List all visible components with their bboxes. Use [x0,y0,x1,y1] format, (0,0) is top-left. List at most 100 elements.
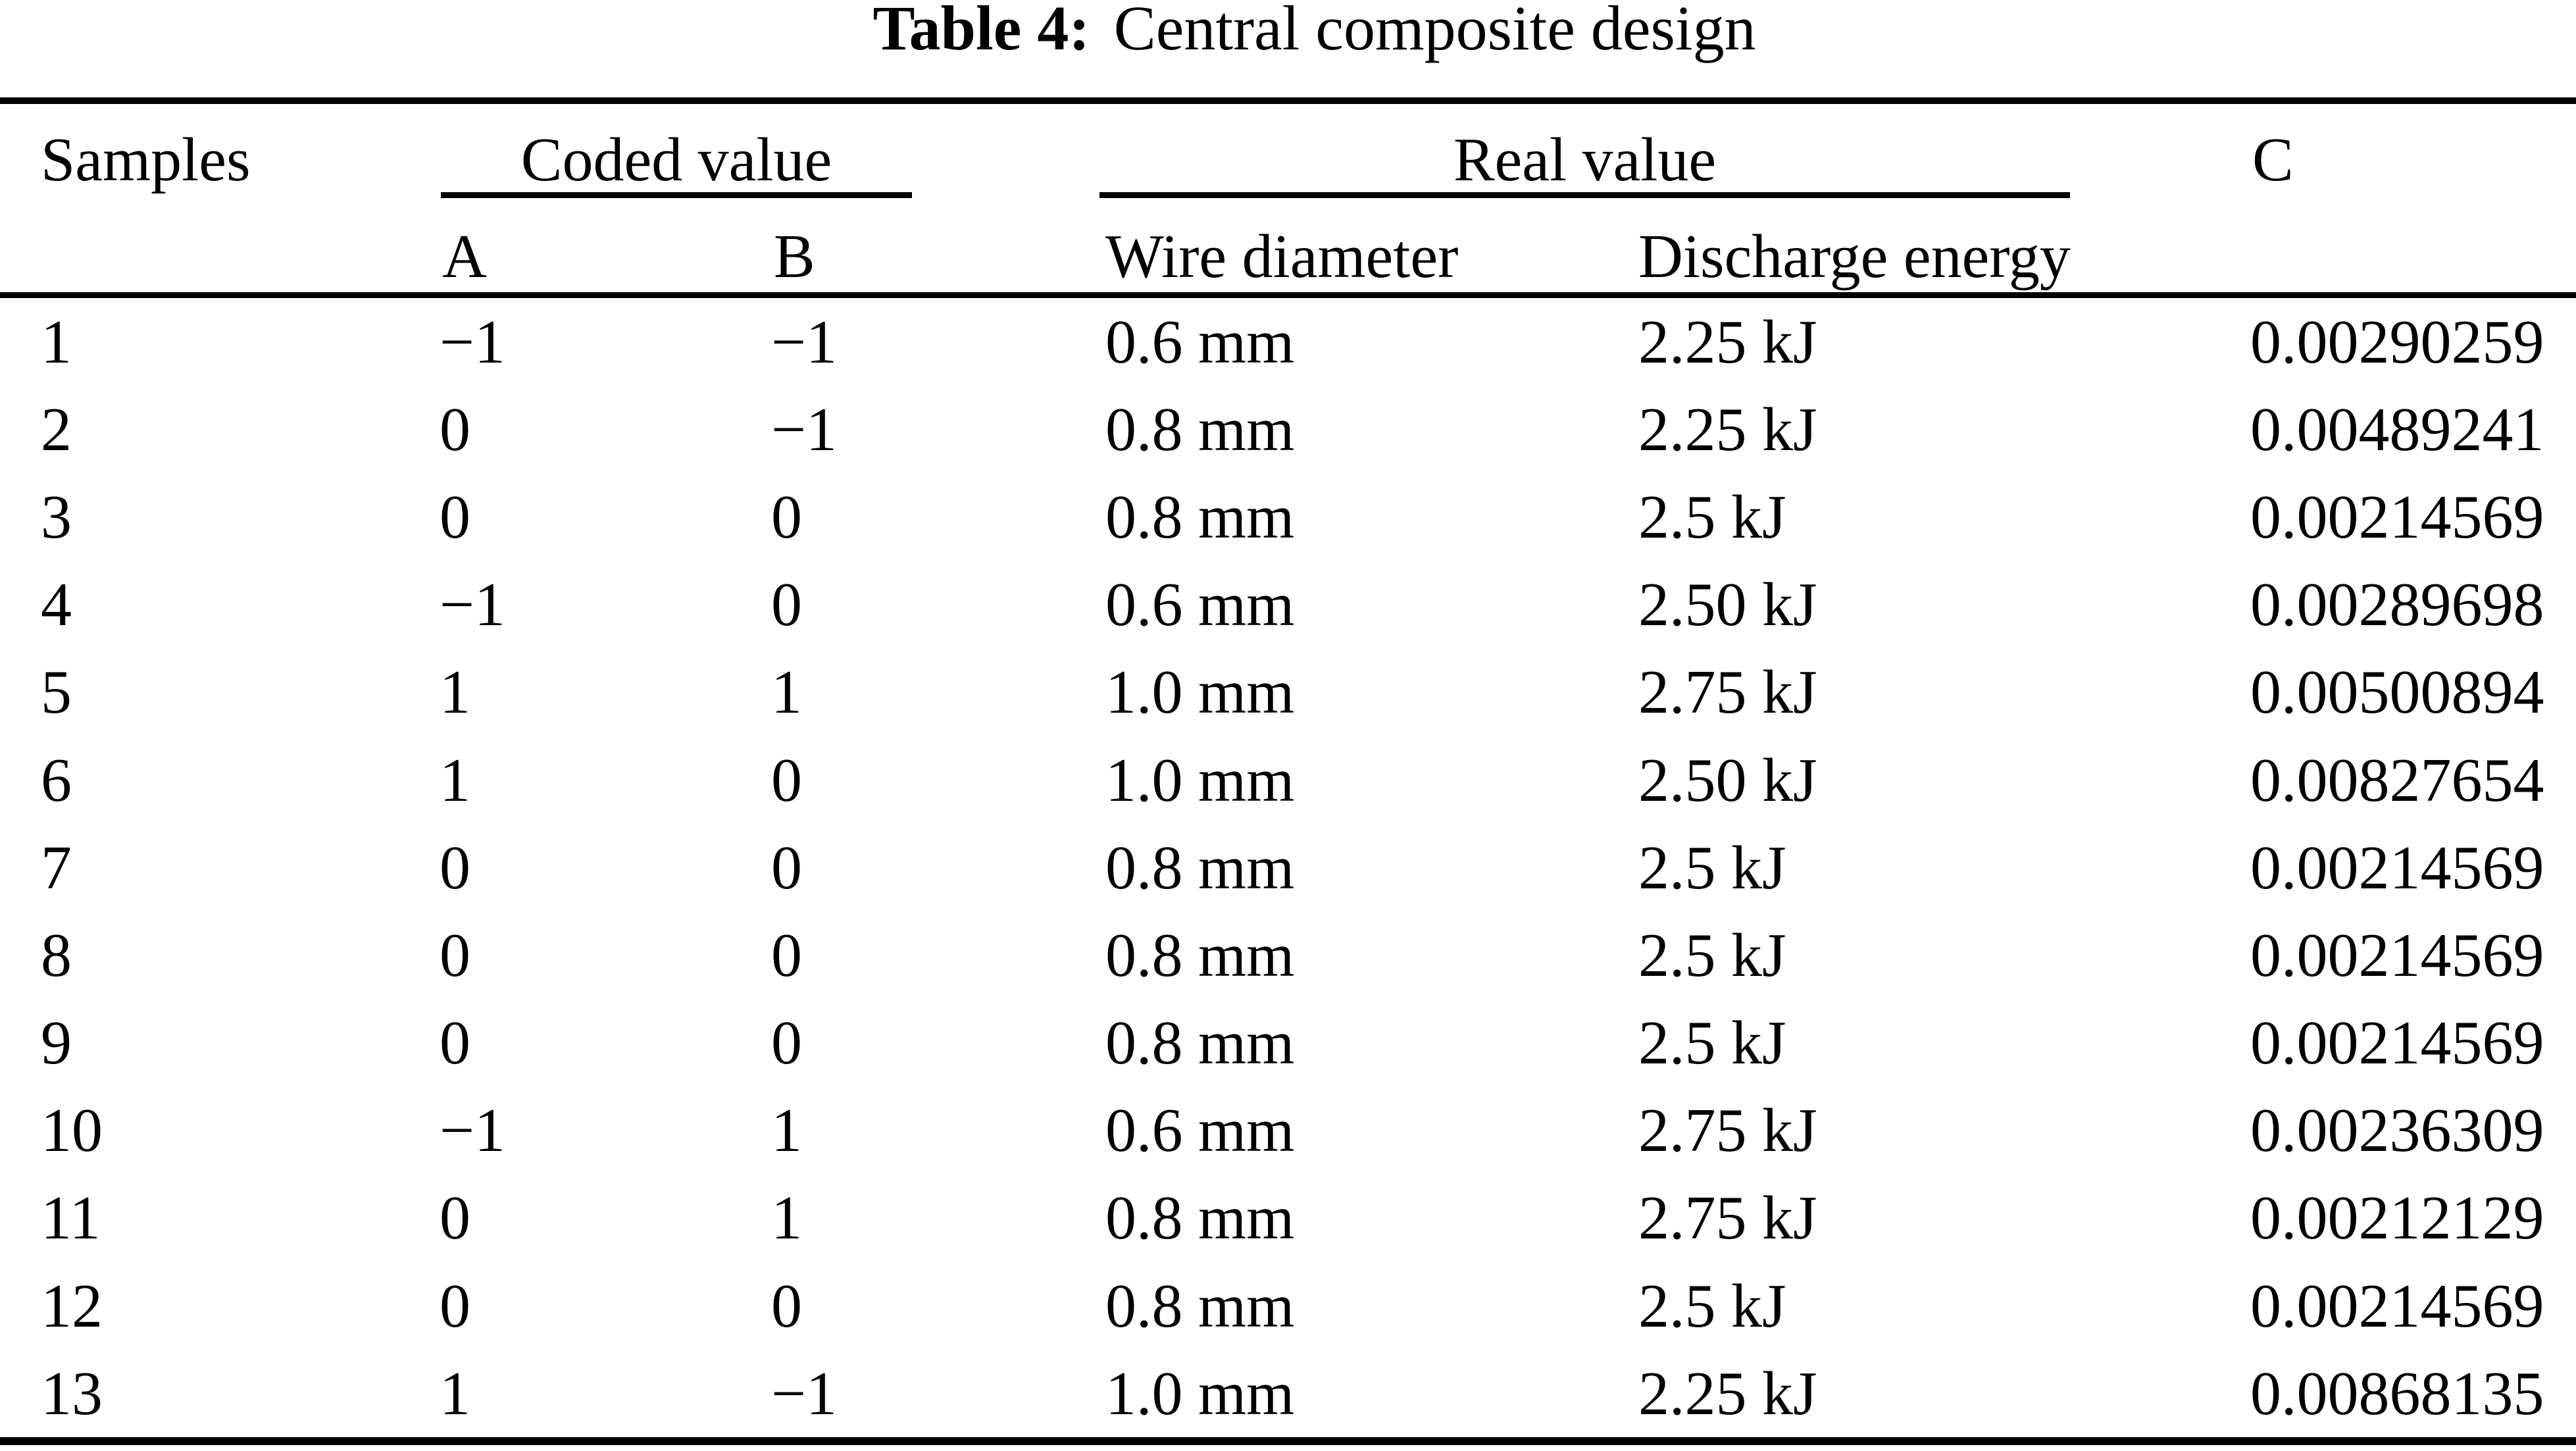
cell-coded-b: −1 [771,1359,838,1428]
table-row: 4 −1 0 0.6 mm 2.50 kJ 0.00289698 [0,561,2576,649]
cell-coded-a: −1 [440,307,506,376]
cell-sample: 1 [41,307,72,376]
cell-discharge-energy: 2.50 kJ [1638,746,1817,815]
cell-sample: 10 [41,1096,103,1165]
cell-coded-a: −1 [440,571,506,640]
cell-discharge-energy: 2.50 kJ [1638,571,1817,640]
cell-c-value: 0.00214569 [2250,482,2544,551]
cell-c-value: 0.00500894 [2250,658,2544,727]
cell-c-value: 0.00214569 [2250,833,2544,902]
header-c: C [2252,126,2294,194]
cell-sample: 2 [41,395,72,464]
cell-coded-b: 1 [771,1184,802,1253]
cell-wire-diameter: 0.6 mm [1105,1096,1295,1165]
cell-discharge-energy: 2.5 kJ [1638,833,1786,902]
cell-coded-a: −1 [440,1096,506,1165]
header-a: A [442,222,487,291]
table-row: 10 −1 1 0.6 mm 2.75 kJ 0.00236309 [0,1087,2576,1175]
cell-wire-diameter: 1.0 mm [1105,1359,1295,1428]
cell-discharge-energy: 2.5 kJ [1638,1271,1786,1340]
header-wire-diameter: Wire diameter [1105,222,1459,291]
rule-top [0,97,2576,104]
header-samples: Samples [41,126,251,194]
cell-wire-diameter: 0.6 mm [1105,307,1295,376]
header-real-value-group: Real value [1453,126,1717,194]
cell-sample: 9 [41,1009,72,1078]
cell-coded-b: 0 [771,1271,802,1340]
cell-coded-a: 0 [440,1184,470,1253]
cell-coded-a: 0 [440,1009,470,1078]
cell-coded-b: 0 [771,571,802,640]
header-discharge-energy: Discharge energy [1638,222,2071,291]
cell-coded-b: 0 [771,746,802,815]
cell-coded-b: −1 [771,307,838,376]
cell-coded-b: 1 [771,658,802,727]
cell-coded-a: 0 [440,395,470,464]
cell-wire-diameter: 1.0 mm [1105,658,1295,727]
cell-coded-b: 0 [771,1009,802,1078]
cell-wire-diameter: 0.8 mm [1105,1009,1295,1078]
cell-c-value: 0.00214569 [2250,1009,2544,1078]
header-coded-value-group: Coded value [520,126,832,194]
cell-coded-b: −1 [771,395,838,464]
cell-sample: 4 [41,571,72,640]
cell-coded-b: 0 [771,482,802,551]
cell-coded-a: 1 [440,1359,470,1428]
table-body: 1 −1 −1 0.6 mm 2.25 kJ 0.00290259 2 0 −1… [0,298,2576,1437]
cell-c-value: 0.00489241 [2250,395,2544,464]
cell-wire-diameter: 0.8 mm [1105,833,1295,902]
cell-sample: 5 [41,658,72,727]
table-row: 2 0 −1 0.8 mm 2.25 kJ 0.00489241 [0,386,2576,473]
cell-sample: 6 [41,746,72,815]
table-row: 5 1 1 1.0 mm 2.75 kJ 0.00500894 [0,649,2576,736]
cell-coded-a: 0 [440,921,470,990]
cell-c-value: 0.00290259 [2250,307,2544,376]
rule-under-real-value [1099,192,2070,198]
cell-c-value: 0.00214569 [2250,1271,2544,1340]
table-caption: Table 4: Central composite design [26,0,2576,60]
cell-discharge-energy: 2.75 kJ [1638,658,1817,727]
cell-sample: 8 [41,921,72,990]
cell-coded-a: 0 [440,482,470,551]
cell-c-value: 0.00236309 [2250,1096,2544,1165]
cell-discharge-energy: 2.5 kJ [1638,482,1786,551]
cell-coded-a: 1 [440,746,470,815]
cell-discharge-energy: 2.25 kJ [1638,395,1817,464]
table-row: 12 0 0 0.8 mm 2.5 kJ 0.00214569 [0,1262,2576,1350]
table-row: 8 0 0 0.8 mm 2.5 kJ 0.00214569 [0,911,2576,999]
cell-wire-diameter: 0.8 mm [1105,1271,1295,1340]
cell-discharge-energy: 2.25 kJ [1638,1359,1817,1428]
cell-coded-b: 0 [771,921,802,990]
cell-sample: 11 [41,1184,101,1253]
table-row: 1 −1 −1 0.6 mm 2.25 kJ 0.00290259 [0,298,2576,386]
cell-discharge-energy: 2.5 kJ [1638,921,1786,990]
table-row: 13 1 −1 1.0 mm 2.25 kJ 0.00868135 [0,1350,2576,1437]
cell-c-value: 0.00827654 [2250,746,2544,815]
table-row: 9 0 0 0.8 mm 2.5 kJ 0.00214569 [0,1000,2576,1087]
cell-coded-a: 0 [440,1271,470,1340]
cell-wire-diameter: 0.8 mm [1105,395,1295,464]
table-row: 6 1 0 1.0 mm 2.50 kJ 0.00827654 [0,736,2576,824]
cell-c-value: 0.00214569 [2250,921,2544,990]
cell-c-value: 0.00868135 [2250,1359,2544,1428]
table-row: 3 0 0 0.8 mm 2.5 kJ 0.00214569 [0,473,2576,561]
table-caption-number: Table 4: [872,0,1090,63]
cell-coded-a: 0 [440,833,470,902]
cell-wire-diameter: 1.0 mm [1105,746,1295,815]
table-caption-text: Central composite design [1113,0,1756,63]
cell-wire-diameter: 0.6 mm [1105,571,1295,640]
cell-coded-b: 1 [771,1096,802,1165]
cell-discharge-energy: 2.75 kJ [1638,1096,1817,1165]
cell-wire-diameter: 0.8 mm [1105,921,1295,990]
cell-sample: 3 [41,482,72,551]
cell-discharge-energy: 2.5 kJ [1638,1009,1786,1078]
rule-bottom [0,1437,2576,1445]
cell-c-value: 0.00289698 [2250,571,2544,640]
cell-sample: 13 [41,1359,103,1428]
rule-under-coded-value [441,192,912,198]
header-b: B [774,222,815,291]
cell-wire-diameter: 0.8 mm [1105,1184,1295,1253]
cell-coded-a: 1 [440,658,470,727]
cell-discharge-energy: 2.25 kJ [1638,307,1817,376]
